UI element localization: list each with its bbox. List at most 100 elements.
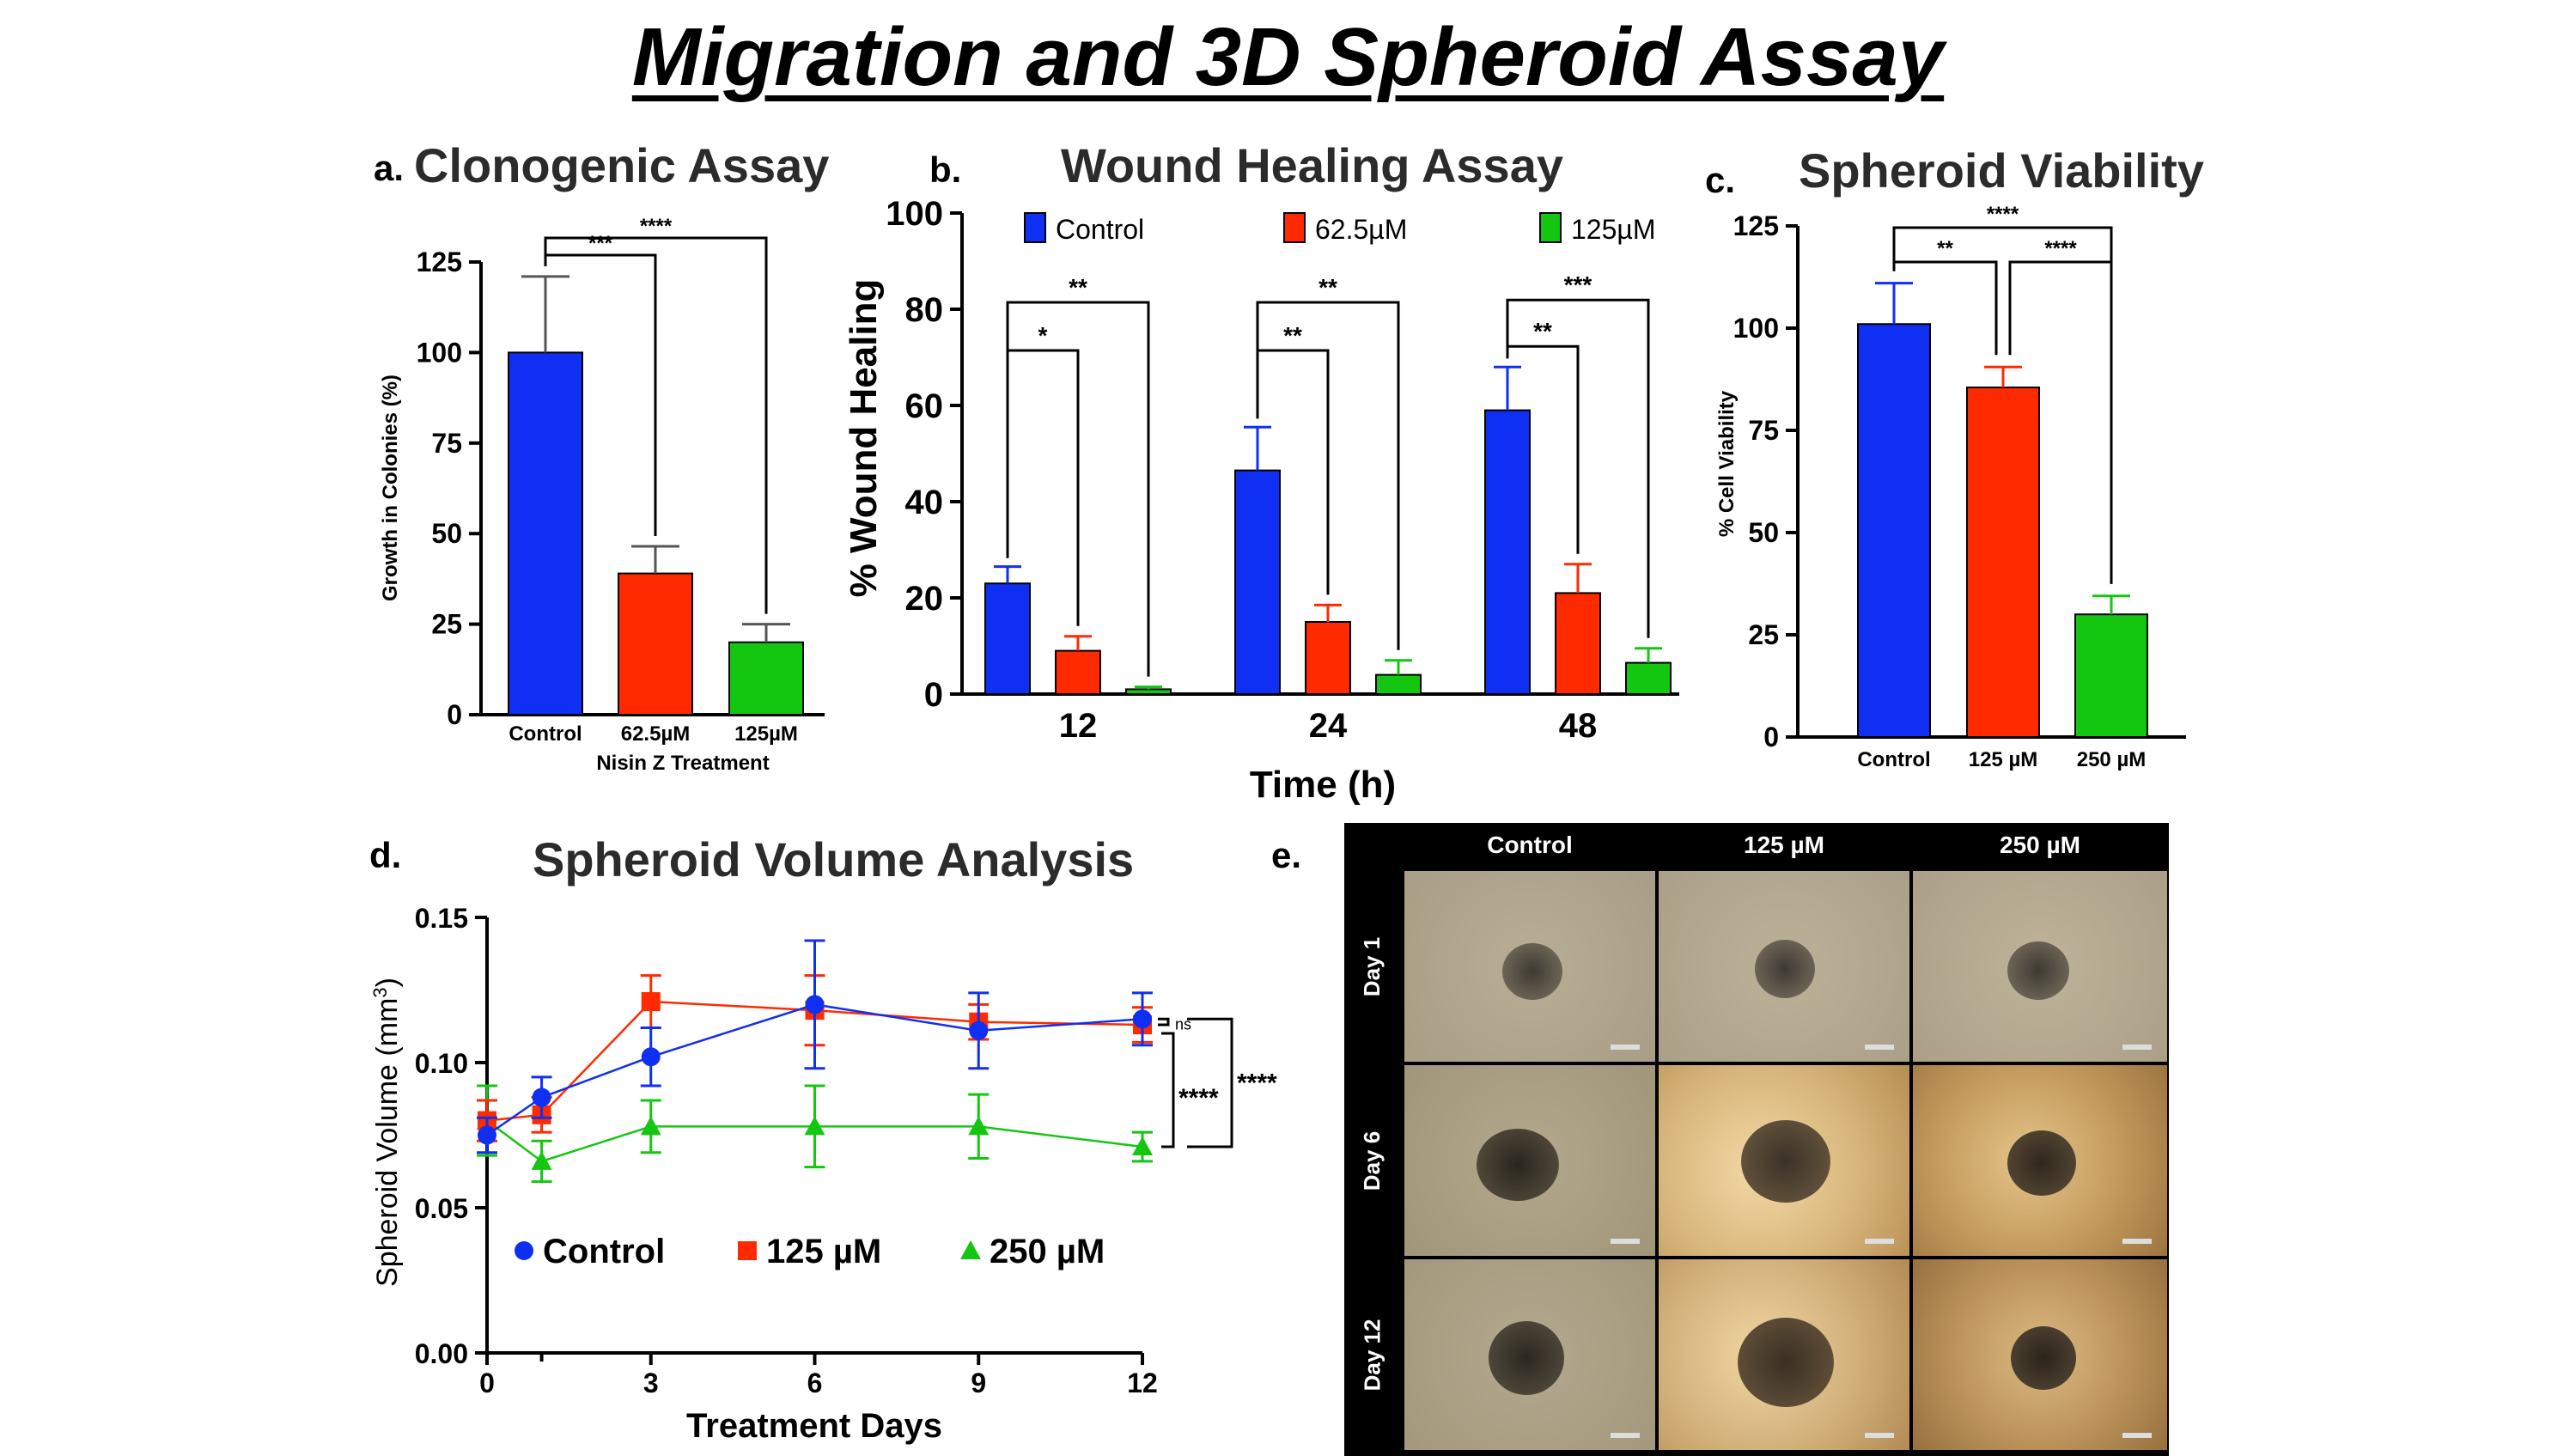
- scale-bar: [1611, 1433, 1640, 1438]
- panel-e-letter: e.: [1271, 835, 1302, 875]
- y-axis-title-end: ): [371, 978, 404, 987]
- data-point: [805, 995, 825, 1014]
- micrograph-image: [1404, 871, 1655, 1062]
- x-tick-label: 3: [643, 1368, 659, 1398]
- significance-label: **: [1069, 274, 1087, 301]
- bar: [618, 572, 693, 716]
- data-point: [1133, 1009, 1152, 1029]
- y-tick-label: 100: [417, 337, 462, 368]
- scale-bar: [1865, 1045, 1894, 1050]
- micrograph-grid: Control 125 µM 250 µM Day 1 Day 6 Day 12: [1344, 823, 2169, 1456]
- main-title: Migration and 3D Spheroid Assay: [631, 11, 1945, 103]
- y-axis-title: Growth in Colonies (%): [379, 375, 402, 601]
- micrograph-image: [1404, 1259, 1655, 1450]
- micrograph-row-label: Day 6: [1359, 1130, 1385, 1191]
- micrograph-column-header: Control: [1487, 832, 1573, 858]
- micrograph-image: [1913, 1259, 2167, 1450]
- x-tick-label: 9: [971, 1368, 986, 1398]
- panel-a-letter: a.: [374, 148, 405, 188]
- y-tick-label: 125: [1733, 210, 1779, 241]
- x-tick-label: 125 µM: [1969, 748, 2038, 771]
- scale-bar: [1865, 1433, 1894, 1438]
- y-axis-title: % Cell Viability: [1715, 390, 1739, 537]
- significance-bracket: [1256, 301, 1400, 650]
- x-tick-label: 6: [807, 1368, 823, 1398]
- panel-d-title: Spheroid Volume Analysis: [533, 832, 1135, 886]
- bar: [508, 351, 583, 716]
- significance-label: ****: [1237, 1069, 1277, 1098]
- significance-label: ****: [1178, 1084, 1219, 1112]
- legend-swatch: [1024, 212, 1046, 243]
- x-tick-label: 125µM: [734, 722, 798, 746]
- series-line: [486, 1003, 1143, 1136]
- significance-bracket: [544, 236, 768, 614]
- data-point: [804, 1116, 825, 1136]
- bar: [1625, 661, 1672, 695]
- data-point: [641, 992, 661, 1012]
- x-tick-label: 0: [479, 1368, 495, 1398]
- y-tick-label: 20: [905, 580, 944, 618]
- bar: [2074, 613, 2148, 739]
- spheroid-image: [2011, 1326, 2076, 1390]
- x-tick-label: Control: [509, 722, 582, 746]
- y-tick-label: 0: [924, 676, 943, 714]
- legend-label: 62.5µM: [1315, 214, 1407, 245]
- legend-swatch: [1539, 212, 1562, 243]
- scale-bar: [2122, 1239, 2152, 1244]
- series-line: [486, 1119, 1143, 1163]
- significance-bracket: [1161, 1032, 1175, 1148]
- data-point: [641, 1047, 661, 1067]
- significance-label: **: [1283, 322, 1302, 349]
- x-tick-label: 12: [1059, 707, 1098, 745]
- micrograph-column-header: 125 µM: [1744, 832, 1824, 858]
- y-tick-label: 100: [886, 195, 943, 233]
- significance-bracket: [1006, 301, 1150, 677]
- y-tick-label: 0.05: [415, 1193, 468, 1224]
- significance-label: **: [1318, 274, 1337, 301]
- y-tick-label: 25: [1748, 619, 1779, 650]
- legend-label: 250 µM: [990, 1233, 1105, 1270]
- y-tick-label: 25: [431, 609, 462, 640]
- y-tick-label: 0: [1763, 722, 1779, 752]
- legend-swatch: [1283, 212, 1306, 243]
- bar: [1484, 409, 1531, 695]
- micrograph-image: [1659, 1259, 1909, 1450]
- bar: [1305, 621, 1351, 695]
- panel-c-letter: c.: [1705, 160, 1736, 200]
- y-tick-label: 0.10: [415, 1048, 468, 1079]
- panel-a-title: Clonogenic Assay: [414, 138, 830, 192]
- spheroid-image: [1741, 1120, 1830, 1203]
- legend-label: 125µM: [1571, 214, 1655, 245]
- y-tick-label: 80: [905, 291, 944, 329]
- scale-bar: [2122, 1045, 2152, 1050]
- significance-label: ****: [1987, 203, 2019, 226]
- bar: [1857, 323, 1931, 738]
- y-tick-label: 125: [417, 247, 462, 277]
- bar: [1966, 387, 2040, 738]
- y-axis-title: Spheroid Volume (mm3): [369, 978, 405, 1287]
- panel-c-title: Spheroid Viability: [1799, 143, 2204, 198]
- y-tick-label: 0.00: [415, 1338, 468, 1369]
- panel-d-letter: d.: [369, 835, 402, 875]
- data-point: [532, 1087, 551, 1107]
- legend-label: Control: [543, 1233, 665, 1270]
- significance-label: ***: [588, 232, 613, 255]
- significance-bracket: [1506, 298, 1650, 638]
- y-tick-label: 40: [905, 484, 944, 521]
- y-tick-label: 0.15: [415, 903, 468, 934]
- bar: [984, 582, 1031, 696]
- data-point: [969, 1020, 989, 1040]
- legend-marker: [515, 1241, 533, 1260]
- y-tick-label: 0: [447, 699, 462, 730]
- y-axis-title: % Wound Healing: [843, 279, 885, 598]
- x-tick-label: 12: [1127, 1368, 1158, 1398]
- significance-label: **: [1937, 237, 1953, 260]
- y-tick-label: 50: [1748, 517, 1779, 548]
- scale-bar: [1865, 1239, 1894, 1244]
- data-point: [478, 1125, 496, 1145]
- panel-b-title: Wound Healing Assay: [1061, 138, 1563, 192]
- significance-label: *: [1038, 322, 1048, 349]
